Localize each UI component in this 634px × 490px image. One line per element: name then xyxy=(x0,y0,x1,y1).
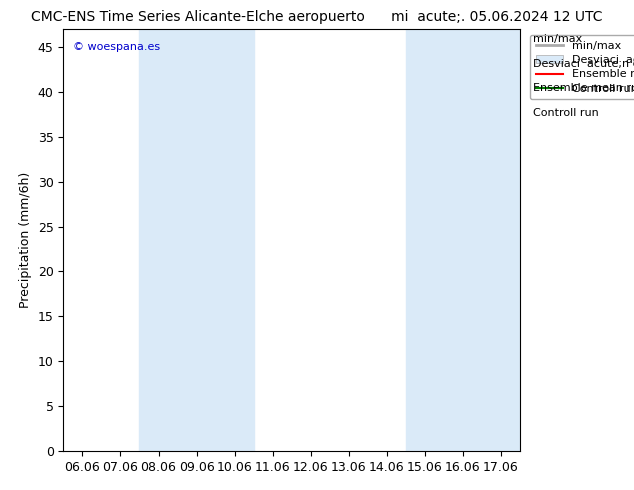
Y-axis label: Precipitation (mm/6h): Precipitation (mm/6h) xyxy=(19,172,32,308)
Text: Desviaci  acute;n est  acute;ndar: Desviaci acute;n est acute;ndar xyxy=(533,59,634,69)
Text: Ensemble mean run: Ensemble mean run xyxy=(533,83,634,93)
Bar xyxy=(139,29,254,451)
Text: © woespana.es: © woespana.es xyxy=(72,42,160,52)
Legend: min/max, Desviaci  acute;n est  acute;ndar, Ensemble mean run, Controll run: min/max, Desviaci acute;n est acute;ndar… xyxy=(530,35,634,99)
Text: min/max: min/max xyxy=(533,34,582,44)
Text: Controll run: Controll run xyxy=(533,108,598,118)
Text: CMC-ENS Time Series Alicante-Elche aeropuerto      mi  acute;. 05.06.2024 12 UTC: CMC-ENS Time Series Alicante-Elche aerop… xyxy=(31,10,603,24)
Bar xyxy=(406,29,520,451)
